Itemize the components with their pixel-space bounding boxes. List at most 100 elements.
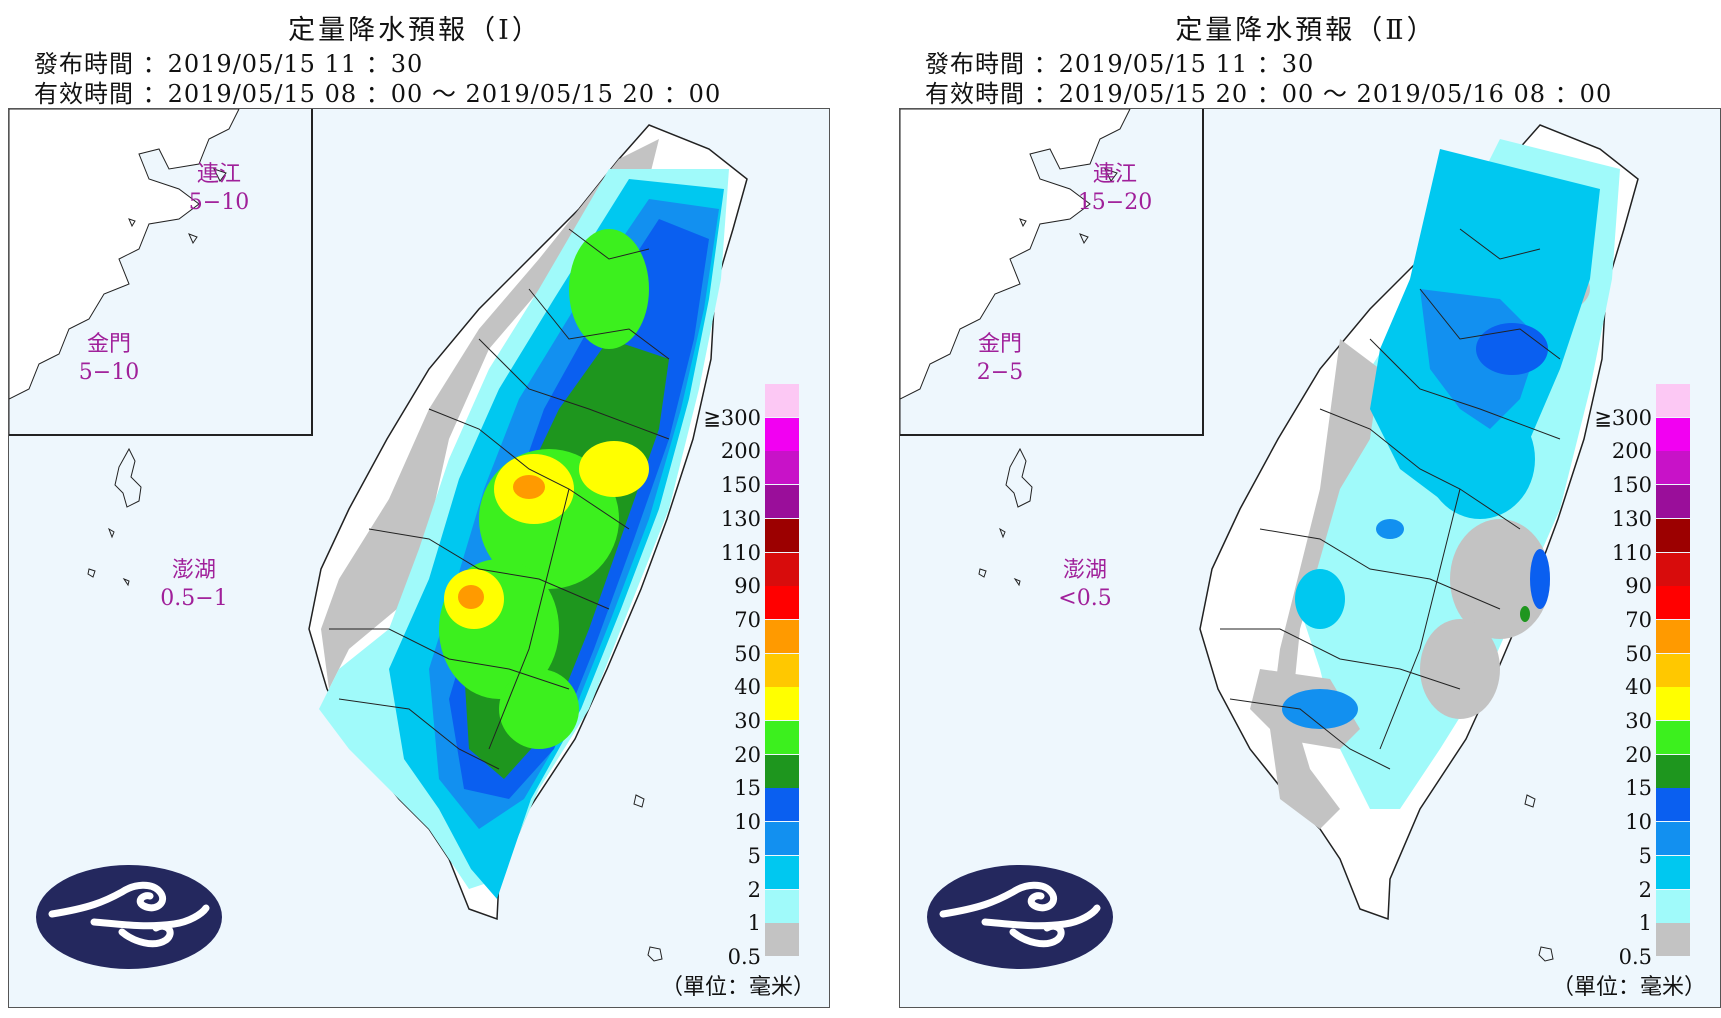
legend-label: 70 [1625,607,1652,632]
legend-swatch [1656,417,1690,451]
legend-swatch [765,721,799,754]
legend-label: 1 [1638,911,1652,936]
penghu-label: 澎湖 0.5−1 [149,557,239,613]
legend-swatch [1656,619,1690,653]
legend-swatch [1656,923,1690,957]
offshore-islands-inset: 連江 15−20 金門 2−5 [900,109,1204,436]
legend-label: 150 [720,473,761,498]
valid-time: 有效時間 ：2019/05/15 20 ：00 〜 2019/05/16 08 … [925,80,1613,108]
kinmen-value: 5−10 [78,360,140,385]
legend-label: ≧300 [1594,405,1652,430]
legend-swatch [1656,384,1690,417]
lienchiang-value: 5−10 [188,190,250,215]
legend-label: 2 [1638,877,1652,902]
fujian-coast-outline [900,109,1131,434]
panel-title: 定量降水預報（Ⅰ） [288,15,542,46]
unit-label: （單位：毫米） [660,975,815,1000]
legend-swatch [765,586,799,620]
issue-time: 發布時間 ：2019/05/15 11 ：30 [34,50,424,78]
penghu-value: <0.5 [1058,586,1112,611]
legend-label: 130 [1611,506,1652,531]
valid-time: 有效時間 ：2019/05/15 08 ：00 〜 2019/05/15 20 … [34,80,722,108]
legend-label: 15 [1625,776,1652,801]
legend-swatch [1656,721,1690,754]
kinmen-name: 金門 [977,332,1022,357]
legend-label: 70 [734,607,761,632]
legend-swatch [1656,552,1690,586]
penghu-value: 0.5−1 [160,586,228,611]
unit-label: （單位：毫米） [1551,975,1706,1000]
taiwan-rainfall-map [978,124,1639,962]
legend-label: 2 [747,877,761,902]
legend-label: 40 [1625,675,1652,700]
legend-swatch [765,384,799,417]
legend-label: 30 [1625,709,1652,733]
legend-label: 15 [734,776,761,801]
legend-label: 10 [734,810,761,835]
forecast-panel-2: 定量降水預報（Ⅱ） 發布時間 ：2019/05/15 11 ：30 有效時間 ：… [891,0,1721,1018]
cwb-logo-icon [36,865,222,969]
lienchiang-name: 連江 [196,162,241,187]
legend-swatch [765,687,799,721]
legend-label: 10 [1625,810,1652,835]
legend-swatch [1656,855,1690,889]
legend-swatch [765,788,799,822]
legend-label: 150 [1611,473,1652,498]
kinmen-label: 金門 2−5 [960,331,1040,387]
legend-swatch [765,889,799,923]
legend-label: 0.5 [1618,944,1652,969]
offshore-islands-inset: 連江 5−10 金門 5−10 [9,109,313,436]
legend-swatch [1656,518,1690,552]
legend-label: 0.5 [727,944,761,969]
legend-swatch [1656,586,1690,620]
legend-swatch [1656,889,1690,923]
legend-label: 110 [720,540,761,565]
cwb-logo-icon [927,865,1113,969]
taiwan-rainfall-map [87,124,748,962]
legend-swatch [765,451,799,485]
legend-label: ≧300 [703,405,761,430]
legend-label: 200 [720,439,761,464]
legend-swatch [765,417,799,451]
penghu-name: 澎湖 [171,558,216,583]
legend-label: 50 [734,641,761,666]
legend-label: 200 [1611,439,1652,464]
legend-swatch [1656,451,1690,485]
legend-swatch [1656,653,1690,687]
lienchiang-name: 連江 [1092,162,1137,187]
kinmen-name: 金門 [86,332,131,357]
legend-swatch [765,822,799,856]
legend-swatch [765,619,799,653]
legend-label: 90 [734,574,761,599]
legend-label: 1 [747,911,761,936]
legend-label: 40 [734,675,761,700]
legend-label: 30 [734,709,761,733]
lienchiang-value: 15−20 [1077,190,1153,215]
panel-title: 定量降水預報（Ⅱ） [1175,15,1437,46]
forecast-panel-1: 定量降水預報（Ⅰ） 發布時間 ：2019/05/15 11 ：30 有效時間 ：… [0,0,830,1018]
legend-label: 130 [720,506,761,531]
legend-swatch [765,923,799,957]
legend-swatch [1656,754,1690,788]
lienchiang-label: 連江 15−20 [1075,161,1155,217]
legend-label: 5 [747,843,761,868]
map-frame: 連江 15−20 金門 2−5 澎湖 <0.5 ≧300 200 150 130 110… [899,108,1721,1008]
legend-label: 20 [1625,742,1652,767]
legend-swatch [765,653,799,687]
legend-label: 110 [1611,540,1652,565]
legend-label: 50 [1625,641,1652,666]
legend-swatch [1656,788,1690,822]
legend-swatch [765,518,799,552]
legend-swatch [765,754,799,788]
legend-swatch [1656,687,1690,721]
kinmen-value: 2−5 [976,360,1024,385]
legend-label: 20 [734,742,761,767]
legend-swatch [765,855,799,889]
issue-time: 發布時間 ：2019/05/15 11 ：30 [925,50,1315,78]
legend-swatch [765,552,799,586]
lienchiang-label: 連江 5−10 [184,161,254,217]
legend-label: 90 [1625,574,1652,599]
legend-swatch [765,485,799,519]
legend-swatch [1656,822,1690,856]
map-frame: 連江 5−10 金門 5−10 澎湖 0.5−1 ≧300 200 150 130 11… [8,108,830,1008]
